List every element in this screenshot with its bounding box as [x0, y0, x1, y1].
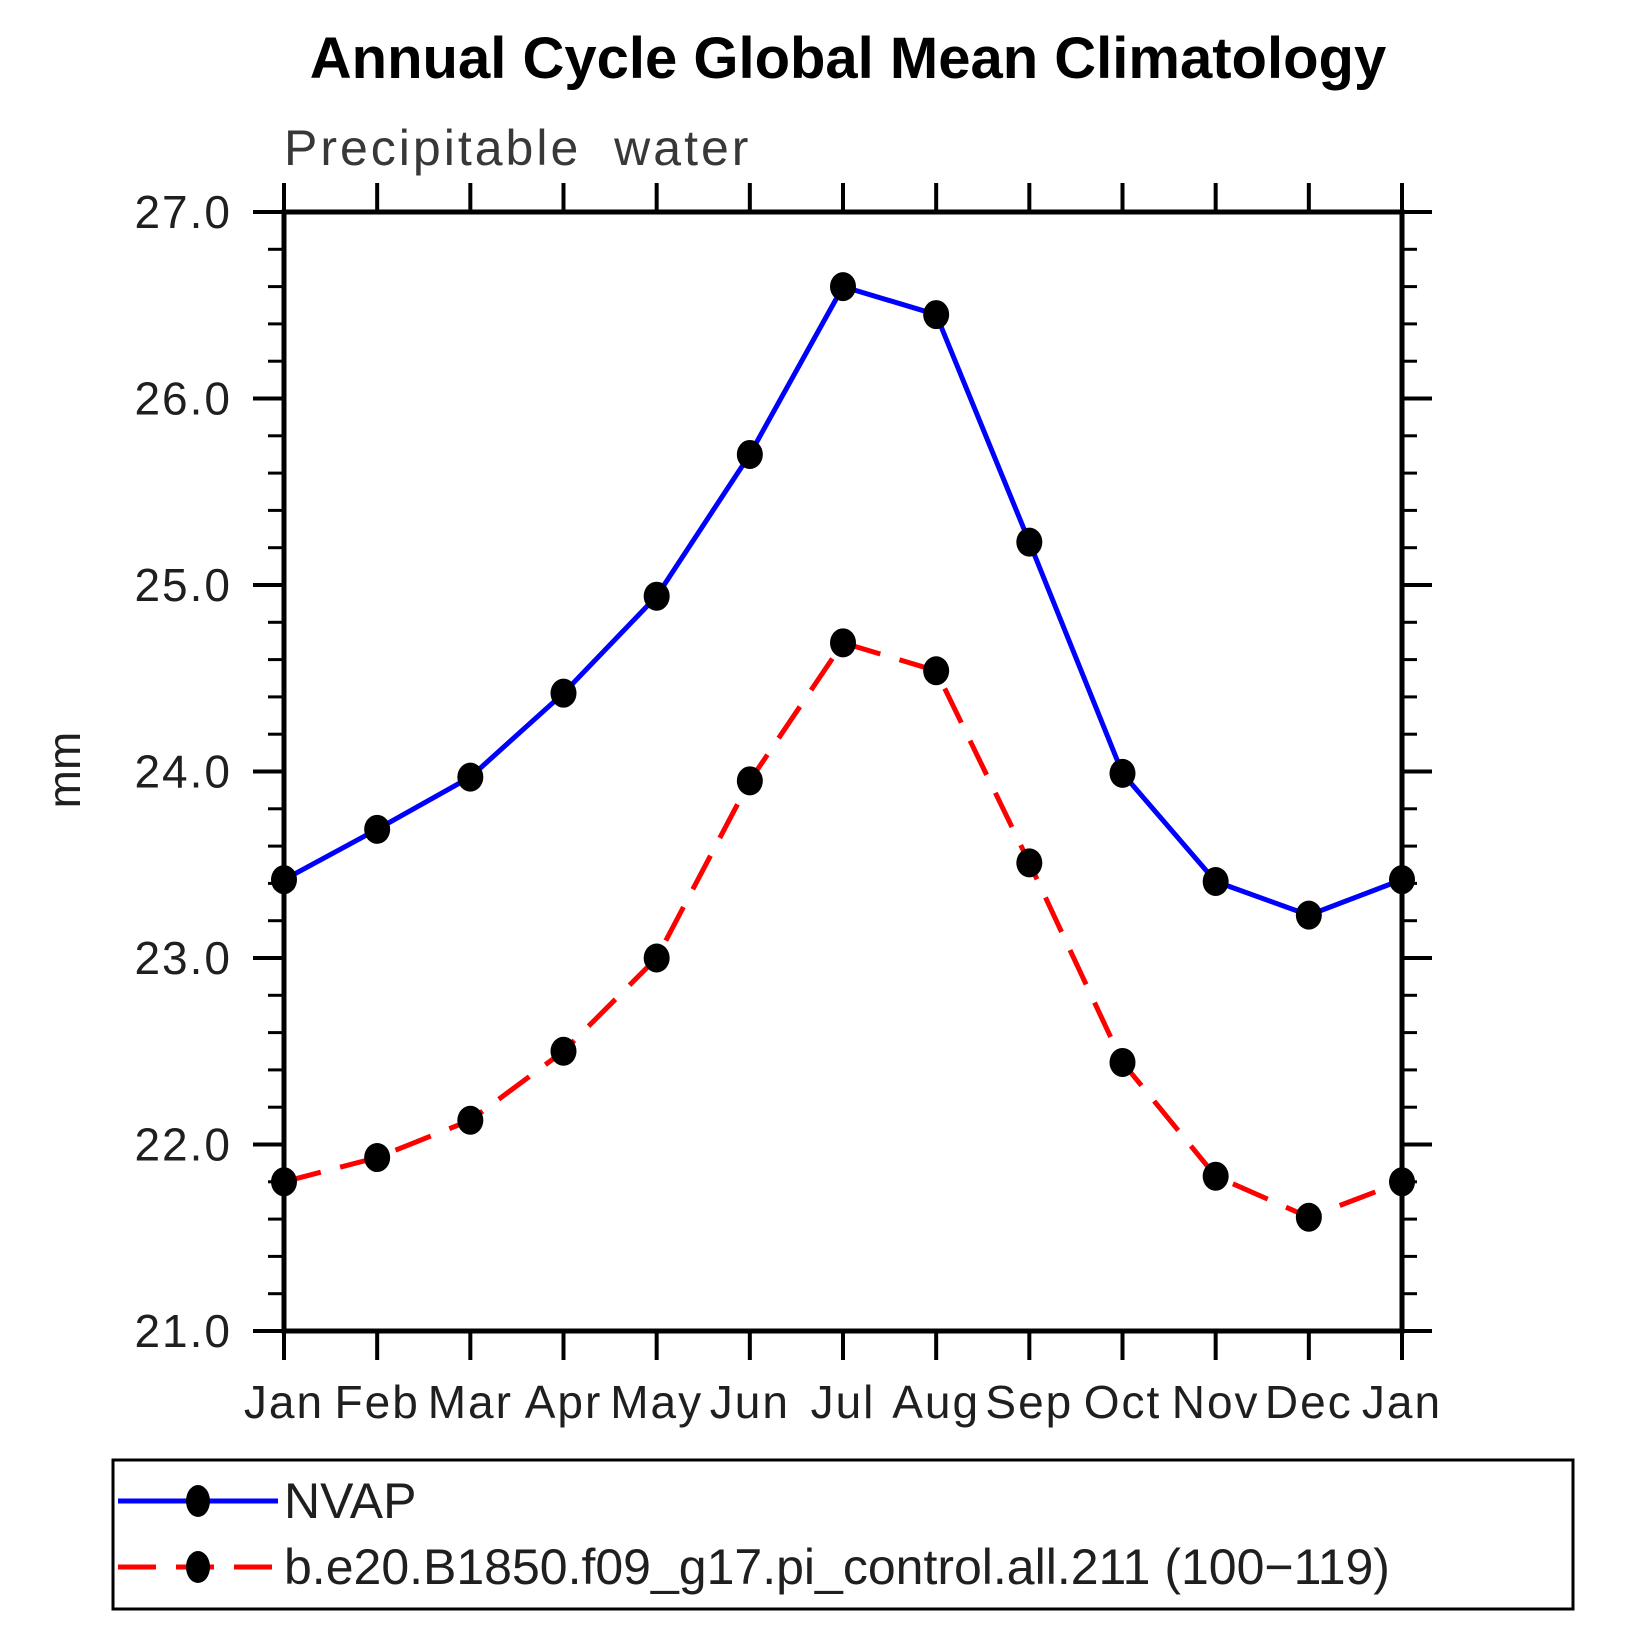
data-point-marker [1016, 848, 1043, 878]
legend-box: NVAP b.e20.B1850.f09_g17.pi_control.all.2… [111, 1458, 1575, 1611]
y-tick-label: 24.0 [134, 746, 232, 798]
data-point-marker [643, 581, 670, 611]
data-point-marker [364, 1143, 391, 1173]
data-point-marker [643, 943, 670, 973]
x-tick-label: Oct [1084, 1376, 1162, 1428]
x-tick-label: Feb [335, 1376, 420, 1428]
data-point-marker [364, 814, 391, 844]
data-point-marker [1016, 527, 1043, 557]
legend-marker [186, 1485, 210, 1517]
y-tick-label: 23.0 [134, 932, 232, 984]
data-point-marker [457, 762, 484, 792]
chart-subtitle: Precipitable water [284, 120, 751, 176]
x-tick-label: Jul [811, 1376, 876, 1428]
data-point-marker [271, 865, 297, 895]
data-point-marker [550, 678, 577, 708]
y-tick-label: 25.0 [134, 559, 232, 611]
legend-frame [111, 1458, 1575, 1611]
data-point-marker [1389, 865, 1415, 895]
data-point-marker [923, 300, 950, 330]
data-point-marker [830, 272, 856, 302]
data-point-marker [923, 656, 950, 686]
x-tick-label: Apr [525, 1376, 603, 1428]
data-point-marker [736, 439, 763, 469]
data-point-marker [1109, 758, 1136, 788]
x-tick-label: Mar [428, 1376, 513, 1428]
x-tick-label: Jan [1362, 1376, 1442, 1428]
data-point-marker [457, 1105, 484, 1135]
data-point-marker [736, 766, 763, 796]
x-tick-label: Jan [244, 1376, 324, 1428]
data-point-marker [1295, 1202, 1322, 1232]
x-tick-label: Sep [985, 1376, 1073, 1428]
x-tick-label: May [610, 1376, 703, 1428]
series-line-model [283, 640, 1403, 1220]
data-point-marker [1202, 867, 1229, 897]
chart-title: Annual Cycle Global Mean Climatology [310, 26, 1386, 91]
data-point-marker [1109, 1047, 1136, 1077]
y-tick-label: 21.0 [134, 1305, 232, 1357]
y-axis-label: mm [38, 732, 90, 809]
x-tick-label: Dec [1265, 1376, 1353, 1428]
data-point-marker [1295, 900, 1322, 930]
data-point-marker [1202, 1161, 1229, 1191]
x-tick-label: Aug [892, 1376, 980, 1428]
y-tick-label: 27.0 [134, 186, 232, 238]
y-tick-label: 26.0 [134, 373, 232, 425]
plot-frame [281, 209, 1405, 1334]
x-tick-label: Nov [1172, 1376, 1260, 1428]
series-line-nvap [282, 284, 1403, 918]
data-point-marker [271, 1167, 297, 1197]
data-point-marker [550, 1036, 577, 1066]
legend-marker [186, 1551, 210, 1583]
y-tick-label: 22.0 [134, 1119, 232, 1171]
legend-entry-label: b.e20.B1850.f09_g17.pi_control.all.211 (… [284, 1539, 1390, 1595]
x-tick-label: Jun [710, 1376, 790, 1428]
legend-entry-label: NVAP [284, 1473, 416, 1529]
data-point-marker [1389, 1167, 1415, 1197]
data-point-marker [830, 628, 856, 658]
